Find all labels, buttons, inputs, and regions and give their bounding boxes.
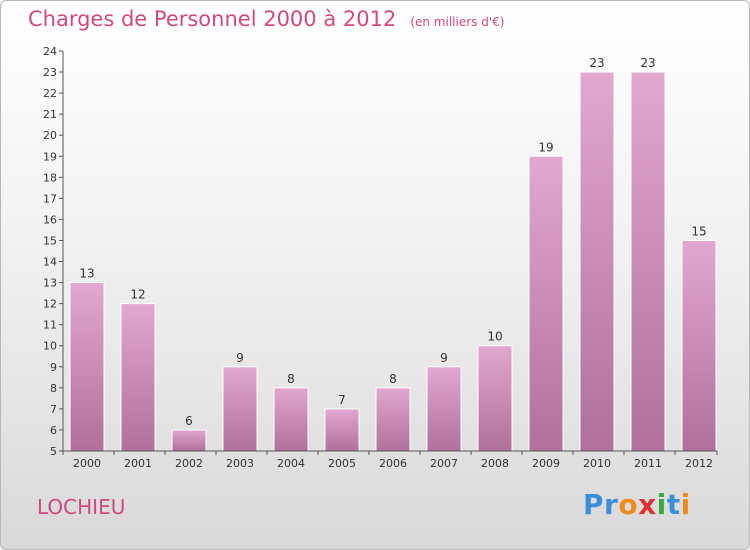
x-tick-label: 2006 <box>379 457 407 470</box>
chart-title: Charges de Personnel 2000 à 2012 (en mill… <box>28 7 504 31</box>
y-tick-label: 17 <box>43 192 57 205</box>
logo-letter: i <box>680 488 691 521</box>
bars <box>69 71 717 452</box>
x-tick-label: 2009 <box>532 457 560 470</box>
x-tick-label: 2012 <box>685 457 713 470</box>
y-tick-label: 23 <box>43 66 57 79</box>
logo-letter: t <box>666 488 681 521</box>
y-tick-label: 13 <box>43 277 57 290</box>
proxiti-logo[interactable]: Proxiti <box>583 488 691 521</box>
x-tick-label: 2000 <box>73 457 101 470</box>
y-tick-label: 22 <box>43 87 57 100</box>
y-tick-label: 20 <box>43 129 57 142</box>
bar-2010 <box>579 71 615 452</box>
y-tick-label: 18 <box>43 171 57 184</box>
y-tick-label: 12 <box>43 298 57 311</box>
logo-letter: r <box>604 488 619 521</box>
bar-2012 <box>681 239 717 452</box>
y-tick-label: 24 <box>43 45 57 58</box>
y-tick-label: 10 <box>43 340 57 353</box>
place-name: LOCHIEU <box>37 495 126 519</box>
data-label: 23 <box>589 56 604 70</box>
x-tick-label: 2004 <box>277 457 305 470</box>
data-label: 13 <box>79 267 94 281</box>
data-label: 9 <box>236 351 244 365</box>
y-tick-label: 9 <box>50 361 57 374</box>
y-tick-label: 19 <box>43 150 57 163</box>
data-label: 19 <box>538 140 553 154</box>
y-tick-label: 5 <box>50 445 57 458</box>
bar-2001 <box>120 303 156 452</box>
bar-2002 <box>171 429 207 452</box>
y-tick-label: 21 <box>43 108 57 121</box>
data-label: 8 <box>287 372 295 386</box>
data-label: 7 <box>338 393 346 407</box>
y-tick-label: 11 <box>43 319 57 332</box>
data-label: 9 <box>440 351 448 365</box>
x-tick-label: 2010 <box>583 457 611 470</box>
data-label: 8 <box>389 372 397 386</box>
y-tick-label: 16 <box>43 213 57 226</box>
chart-subtitle: (en milliers d'€) <box>410 15 505 29</box>
data-labels: 13 12 6 9 8 7 8 9 10 19 23 23 15 <box>79 56 706 428</box>
bar-2000 <box>69 282 105 452</box>
bar-2005 <box>324 408 360 452</box>
bar-2003 <box>222 366 258 452</box>
bar-2008 <box>477 345 513 452</box>
bar-2007 <box>426 366 462 452</box>
y-tick-label: 6 <box>50 424 57 437</box>
bar-2004 <box>273 387 309 452</box>
bar-2009 <box>528 155 564 452</box>
chart-title-text: Charges de Personnel 2000 à 2012 <box>28 7 397 31</box>
data-label: 23 <box>640 56 655 70</box>
y-tick-label: 15 <box>43 234 57 247</box>
bar-2011 <box>630 71 666 452</box>
y-tick-label: 8 <box>50 382 57 395</box>
data-label: 15 <box>691 224 706 238</box>
x-tick-label: 2005 <box>328 457 356 470</box>
logo-letter: o <box>618 488 639 521</box>
x-axis: 2000 2001 2002 2003 2004 2005 2006 2007 2008 2009… <box>62 450 718 470</box>
x-tick-label: 2002 <box>175 457 203 470</box>
x-tick-label: 2003 <box>226 457 254 470</box>
logo-letter: x <box>638 488 657 521</box>
logo-letter: i <box>656 488 667 521</box>
x-tick-label: 2008 <box>481 457 509 470</box>
y-tick-label: 14 <box>43 256 57 269</box>
y-tick-label: 7 <box>50 403 57 416</box>
logo-letter: P <box>583 488 605 521</box>
bar-2006 <box>375 387 411 452</box>
data-label: 6 <box>185 414 193 428</box>
x-tick-label: 2001 <box>124 457 152 470</box>
y-axis: 5 6 7 8 9 10 11 12 13 14 15 16 17 18 19 20 21 22 23 24 <box>43 45 64 458</box>
data-label: 10 <box>487 330 502 344</box>
x-tick-label: 2011 <box>634 457 662 470</box>
data-label: 12 <box>130 288 145 302</box>
x-tick-label: 2007 <box>430 457 458 470</box>
